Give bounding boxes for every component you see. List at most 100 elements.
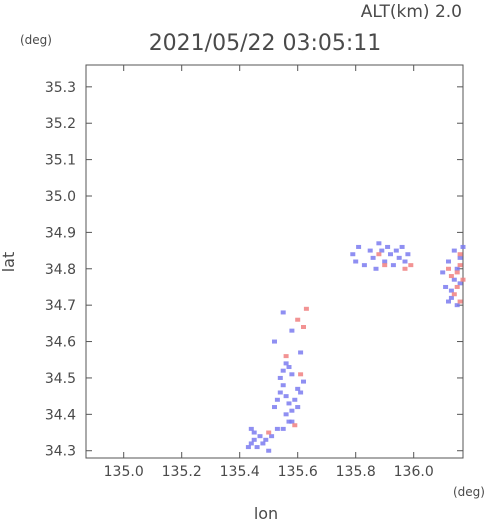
y-tick-label: 34.9 [45,225,76,241]
data-point [457,252,463,257]
data-point [353,259,359,264]
data-point [460,244,466,249]
data-point [393,248,399,253]
data-point [350,252,356,257]
data-point [440,270,446,275]
data-point [399,244,405,249]
data-point [283,361,289,366]
data-point [277,390,283,395]
data-point [373,266,379,271]
y-tick-label: 34.6 [45,335,76,351]
data-point [272,339,277,344]
data-point [269,434,275,439]
data-point [382,259,388,264]
data-point [301,379,306,384]
data-point [283,394,289,399]
data-point [356,244,362,249]
data-point [251,430,257,435]
subtitle: ALT(km) 2.0 [361,2,462,22]
y-tick-label: 35.2 [45,116,76,132]
data-point [301,325,306,329]
data-point [298,372,304,377]
y-tick-label: 34.3 [45,444,76,460]
x-tick-label: 135.4 [220,464,260,480]
data-point [454,303,460,308]
data-point [379,248,385,253]
x-tick-label: 135.6 [278,464,318,480]
data-point [283,412,289,417]
data-point [289,408,295,413]
data-point [303,306,309,311]
data-point [289,372,295,377]
data-point [286,401,292,406]
data-point [274,426,280,431]
x-tick-label: 136.0 [394,464,434,480]
y-tick-label: 34.7 [45,298,76,314]
data-point [295,405,301,410]
data-point [274,397,280,402]
data-point [457,281,463,286]
data-point [367,248,373,253]
data-point [402,259,408,264]
data-point [446,299,451,304]
x-tick-label: 135.8 [336,464,376,480]
y-tick-label: 34.8 [45,262,76,278]
data-point [454,266,460,271]
data-point [280,368,286,373]
data-point [376,241,382,246]
data-point [385,244,391,249]
x-unit-label: (deg) [453,485,485,499]
chart-title: 2021/05/22 03:05:11 [149,31,382,56]
data-point [280,383,286,388]
data-point [292,397,298,402]
plot-frame [85,64,464,459]
data-point [248,441,254,446]
data-point [298,350,304,355]
y-unit-label: (deg) [20,33,52,47]
data-point [446,266,451,271]
data-point [443,284,449,289]
data-point [263,437,269,442]
data-point [460,277,466,282]
data-point [286,419,292,424]
data-point [454,284,460,289]
data-point [248,426,254,431]
plot-points [245,241,466,453]
data-point [257,434,263,439]
data-point [283,354,289,359]
data-point [289,328,295,333]
data-point [451,277,457,282]
data-point [251,437,257,442]
data-point [457,299,463,304]
data-point [446,259,451,264]
data-point [361,263,367,268]
data-point [289,419,295,424]
y-tick-label: 34.4 [45,407,76,423]
y-tick-label: 35.3 [45,80,76,96]
data-point [451,292,457,297]
data-point [245,445,251,450]
data-point [448,274,454,279]
y-tick-label: 35.1 [45,153,76,169]
data-point [280,310,286,315]
data-point [266,430,272,435]
data-point [295,317,301,322]
x-tick-label: 135.0 [104,464,144,480]
data-point [266,448,272,453]
data-point [376,252,382,257]
y-tick-label: 35.0 [45,189,76,205]
data-point [408,263,414,268]
data-point [272,405,277,410]
y-axis-label: lat [0,252,18,273]
data-point [260,441,266,446]
data-point [388,252,393,257]
data-point [454,270,460,275]
data-point [277,375,283,380]
x-axis: 135.0 135.2 135.4 135.6 135.8 136.0 [104,65,434,480]
data-point [396,255,402,260]
data-point [254,445,260,450]
y-axis: 34.3 34.4 34.5 34.6 34.7 34.8 34.9 35.0 35.1 35.2… [45,80,463,460]
x-axis-label: lon [254,504,278,521]
data-point [280,426,286,431]
